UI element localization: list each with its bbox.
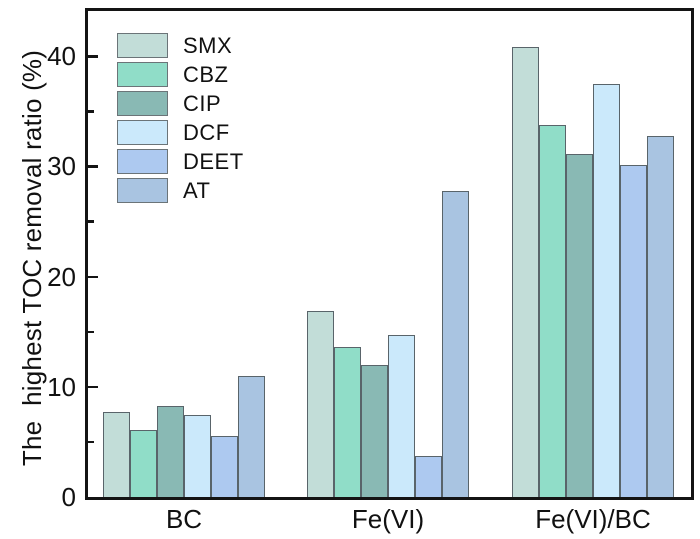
legend-item-CBZ: CBZ xyxy=(117,61,244,88)
y-tick-mark-5 xyxy=(88,440,94,444)
legend-label-DEET: DEET xyxy=(183,148,244,174)
x-axis-labels: BC Fe(VI) Fe(VI)/BC xyxy=(0,504,700,538)
bar-CBZ-BC xyxy=(130,429,157,497)
y-tick-label-0: 0 xyxy=(61,482,76,512)
bar-SMX-Fe(VI)/BC xyxy=(512,47,539,497)
legend-swatch-CIP xyxy=(117,91,168,116)
legend-label-DCF: DCF xyxy=(183,119,230,145)
bar-CIP-Fe(VI) xyxy=(361,364,388,497)
bar-CIP-Fe(VI)/BC xyxy=(566,154,593,497)
x-axis-label-BC: BC xyxy=(165,504,203,534)
y-tick-label-10: 10 xyxy=(47,371,76,402)
y-tick-mark-20 xyxy=(88,275,98,279)
y-tick-mark-25 xyxy=(88,220,94,223)
bar-DCF-Fe(VI)/BC xyxy=(593,83,620,497)
y-tick-mark-40 xyxy=(88,55,98,58)
legend-label-CIP: CIP xyxy=(183,90,222,116)
bar-SMX-BC xyxy=(103,412,130,497)
bar-DCF-Fe(VI) xyxy=(388,335,415,497)
legend-item-CIP: CIP xyxy=(117,90,244,117)
legend-label-AT: AT xyxy=(183,177,211,203)
bar-SMX-Fe(VI) xyxy=(307,310,334,497)
y-axis-tick-marks xyxy=(88,11,691,497)
y-tick-mark-30 xyxy=(88,165,98,168)
bars-layer xyxy=(88,11,691,497)
y-tick-label-30: 30 xyxy=(47,151,76,182)
bar-AT-Fe(VI) xyxy=(442,190,469,497)
bar-AT-BC xyxy=(238,375,265,497)
bar-DEET-Fe(VI)/BC xyxy=(620,165,647,497)
y-tick-mark-35 xyxy=(88,110,94,113)
y-tick-mark-10 xyxy=(88,385,98,389)
y-axis-tick-labels: 0 10 20 30 40 xyxy=(0,0,76,539)
legend-item-DEET: DEET xyxy=(117,148,244,175)
y-tick-label-20: 20 xyxy=(47,261,76,292)
bar-DCF-BC xyxy=(184,415,211,497)
legend: SMX CBZ CIP DCF DEET AT xyxy=(117,32,244,206)
bar-CIP-BC xyxy=(157,405,184,497)
x-axis-label-Fe(VI)/BC: Fe(VI)/BC xyxy=(535,504,651,534)
bar-DEET-Fe(VI) xyxy=(415,456,442,497)
bar-AT-Fe(VI)/BC xyxy=(647,135,674,497)
bar-group-BC xyxy=(103,375,265,497)
plot-area: SMX CBZ CIP DCF DEET AT xyxy=(85,8,694,500)
bar-DEET-BC xyxy=(211,436,238,497)
legend-item-DCF: DCF xyxy=(117,119,244,146)
bar-group-Fe(VI)/BC xyxy=(512,47,674,497)
legend-swatch-AT xyxy=(117,178,168,203)
bar-CBZ-Fe(VI) xyxy=(334,347,361,497)
legend-swatch-SMX xyxy=(117,33,168,58)
bar-CBZ-Fe(VI)/BC xyxy=(539,124,566,497)
legend-label-CBZ: CBZ xyxy=(183,61,229,87)
legend-swatch-DEET xyxy=(117,149,168,174)
y-tick-mark-15 xyxy=(88,330,94,334)
legend-item-SMX: SMX xyxy=(117,32,244,59)
y-tick-label-40: 40 xyxy=(47,41,76,72)
bar-group-Fe(VI) xyxy=(307,190,469,497)
x-axis-label-Fe(VI): Fe(VI) xyxy=(351,504,425,534)
legend-item-AT: AT xyxy=(117,177,244,204)
legend-label-SMX: SMX xyxy=(183,32,233,58)
legend-swatch-DCF xyxy=(117,120,168,145)
legend-swatch-CBZ xyxy=(117,62,168,87)
